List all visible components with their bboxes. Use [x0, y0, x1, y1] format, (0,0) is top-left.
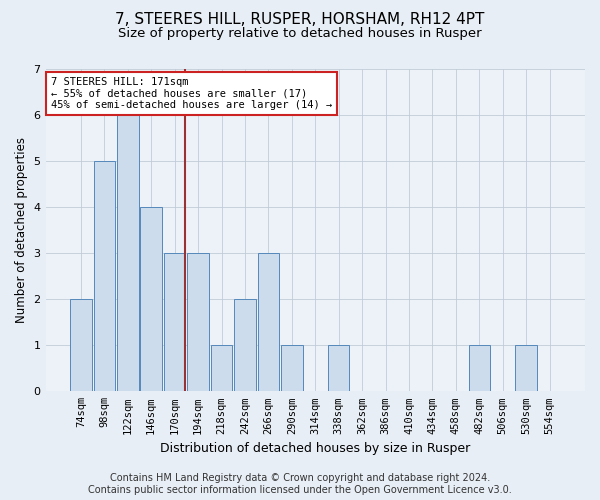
- Bar: [281, 346, 302, 392]
- Bar: [140, 207, 162, 392]
- Bar: [234, 299, 256, 392]
- Y-axis label: Number of detached properties: Number of detached properties: [15, 137, 28, 323]
- Bar: [515, 346, 537, 392]
- Bar: [211, 346, 232, 392]
- Bar: [257, 253, 279, 392]
- Text: 7, STEERES HILL, RUSPER, HORSHAM, RH12 4PT: 7, STEERES HILL, RUSPER, HORSHAM, RH12 4…: [115, 12, 485, 28]
- Bar: [117, 115, 139, 392]
- Text: 7 STEERES HILL: 171sqm
← 55% of detached houses are smaller (17)
45% of semi-det: 7 STEERES HILL: 171sqm ← 55% of detached…: [51, 77, 332, 110]
- Bar: [469, 346, 490, 392]
- Text: Size of property relative to detached houses in Rusper: Size of property relative to detached ho…: [118, 28, 482, 40]
- X-axis label: Distribution of detached houses by size in Rusper: Distribution of detached houses by size …: [160, 442, 470, 455]
- Bar: [187, 253, 209, 392]
- Bar: [94, 161, 115, 392]
- Bar: [328, 346, 349, 392]
- Text: Contains HM Land Registry data © Crown copyright and database right 2024.
Contai: Contains HM Land Registry data © Crown c…: [88, 474, 512, 495]
- Bar: [164, 253, 185, 392]
- Bar: [70, 299, 92, 392]
